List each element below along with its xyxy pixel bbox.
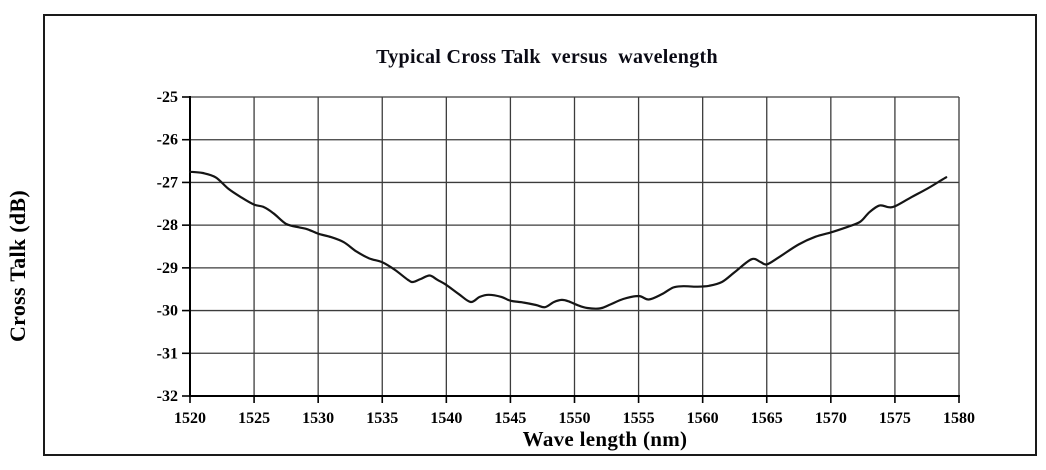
figure-border <box>43 14 1037 456</box>
x-tick-label: 1570 <box>815 410 847 427</box>
x-tick-label: 1575 <box>879 410 911 427</box>
x-tick-label: 1580 <box>943 410 975 427</box>
y-tick-label: -27 <box>157 174 178 191</box>
x-tick-label: 1540 <box>430 410 462 427</box>
chart-title: Typical Cross Talk versus wavelength <box>376 46 718 68</box>
x-tick-label: 1535 <box>366 410 398 427</box>
y-tick-label: -30 <box>157 303 178 320</box>
y-tick-label: -29 <box>157 260 178 277</box>
y-tick-label: -31 <box>157 345 178 362</box>
data-curve <box>188 170 948 310</box>
x-tick-label: 1560 <box>687 410 719 427</box>
y-tick-label: -28 <box>157 217 178 234</box>
x-tick-label: 1530 <box>302 410 334 427</box>
y-tick-label: -32 <box>157 388 178 405</box>
x-axis-title: Wave length (nm) <box>522 427 688 451</box>
x-tick-label: 1550 <box>559 410 591 427</box>
x-tick-label: 1555 <box>623 410 655 427</box>
x-tick-label: 1525 <box>238 410 270 427</box>
y-tick-label: -26 <box>157 132 178 149</box>
y-tick-label: -25 <box>157 89 178 106</box>
y-axis-title: Cross Talk (dB) <box>5 189 30 343</box>
x-tick-label: 1545 <box>494 410 526 427</box>
x-tick-label: 1520 <box>174 410 206 427</box>
x-tick-label: 1565 <box>751 410 783 427</box>
